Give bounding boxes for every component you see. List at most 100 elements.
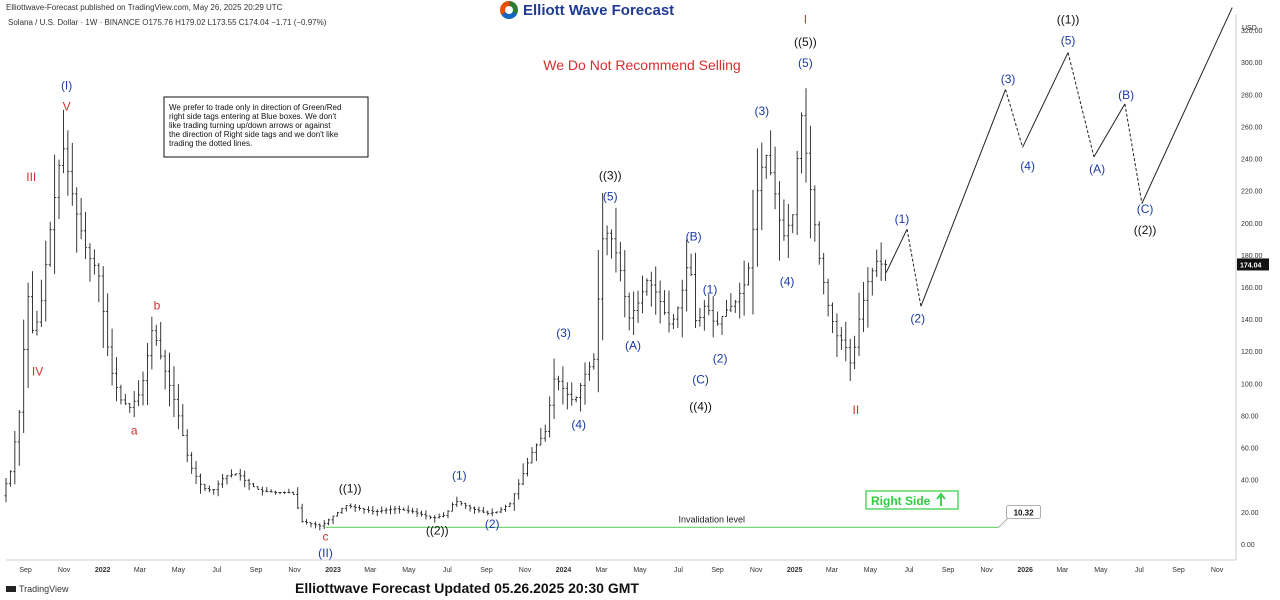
candle [791, 214, 795, 234]
candle [857, 292, 861, 356]
candle [22, 319, 26, 433]
x-tick-label: Jul [904, 567, 913, 574]
x-tick-label: Nov [750, 567, 763, 574]
y-tick-label: 0.00 [1241, 542, 1255, 549]
logo-icon [500, 1, 518, 19]
candle [389, 505, 393, 515]
wave-label: IV [32, 364, 43, 378]
wave-label: (A) [625, 339, 641, 353]
candle [366, 506, 370, 513]
wave-label: (4) [571, 417, 586, 431]
x-tick-label: 2025 [787, 567, 803, 574]
candle [866, 267, 870, 328]
invalidation-layer: Invalidation level 10.32 [325, 504, 1041, 528]
candle [185, 429, 189, 463]
candle [393, 506, 397, 515]
wave-label: (3) [1001, 72, 1016, 86]
note-line: the direction of Right side tags and we … [169, 130, 339, 139]
candle [79, 197, 83, 240]
candle [238, 468, 242, 481]
candle [623, 250, 627, 318]
candle [716, 311, 720, 326]
invalidation-value-box [1006, 504, 1041, 519]
candle [747, 262, 751, 286]
candle [508, 502, 512, 508]
wave-label: (2) [713, 351, 728, 365]
wave-label: (1) [452, 469, 467, 483]
candle [526, 457, 530, 477]
candle [839, 327, 843, 350]
y-axis-unit: USD [1242, 25, 1257, 32]
candle [269, 489, 273, 493]
y-tick-label: 220.00 [1241, 189, 1263, 196]
projection-segment [1067, 52, 1095, 158]
candle [57, 159, 61, 219]
candle [605, 225, 609, 256]
candle [296, 487, 300, 509]
candle [530, 447, 534, 464]
candle [517, 479, 521, 500]
candle [119, 384, 123, 405]
x-tick-label: 2026 [1017, 567, 1033, 574]
x-tick-label: Mar [364, 567, 377, 574]
candle [61, 109, 65, 174]
wave-label: (C) [1137, 202, 1154, 216]
candle [450, 502, 454, 512]
candle [203, 483, 207, 492]
candle [795, 150, 799, 236]
candle [428, 515, 432, 520]
candle [707, 294, 711, 316]
right-side-tag: Right Side [865, 490, 959, 510]
wave-label: ((4)) [689, 400, 712, 414]
tradingview-logo: TradingView [6, 584, 69, 594]
candle [618, 241, 622, 282]
projection-segment [906, 229, 922, 307]
disclaimer-text: We Do Not Recommend Selling [543, 57, 740, 73]
candle [853, 335, 857, 370]
candle [804, 88, 808, 183]
candle [446, 510, 450, 519]
wave-label: (5) [798, 56, 813, 70]
candle [826, 278, 830, 317]
candle [371, 506, 375, 515]
footer-title: Elliottwave Forecast Updated 05.26.2025 … [295, 580, 639, 596]
x-tick-label: Sep [19, 567, 32, 574]
candle [234, 473, 238, 476]
candle [751, 189, 755, 315]
candle [777, 181, 781, 261]
projection-segment [1093, 103, 1126, 158]
candle [384, 507, 388, 515]
candle [464, 502, 468, 510]
tradingview-icon [6, 586, 16, 592]
candle [318, 523, 322, 531]
x-tick-label: May [864, 567, 878, 574]
wave-label: (B) [1118, 88, 1134, 102]
x-tick-label: Nov [1211, 567, 1224, 574]
candle [884, 259, 888, 281]
y-tick-label: 300.00 [1241, 60, 1263, 67]
candle [702, 300, 706, 331]
candle [190, 452, 194, 474]
wave-label: ((5)) [794, 35, 817, 49]
right-side-label: Right Side [871, 494, 931, 508]
candle [181, 404, 185, 437]
tradingview-text: TradingView [19, 584, 69, 594]
candle [88, 243, 92, 282]
candle [154, 324, 158, 346]
x-tick-label: Sep [250, 567, 263, 574]
projection-segment [885, 228, 908, 273]
candle [207, 485, 211, 493]
candle [773, 146, 777, 210]
candle [570, 382, 574, 406]
candle [870, 267, 874, 296]
candle [322, 520, 326, 530]
candle [640, 275, 644, 314]
candle [503, 504, 507, 512]
candle [17, 410, 21, 466]
published-by-text: Elliottwave-Forecast published on Tradin… [6, 3, 283, 12]
candle [375, 509, 379, 517]
candle [720, 315, 724, 335]
candle [92, 249, 96, 275]
right-arrow-icon [936, 492, 946, 506]
